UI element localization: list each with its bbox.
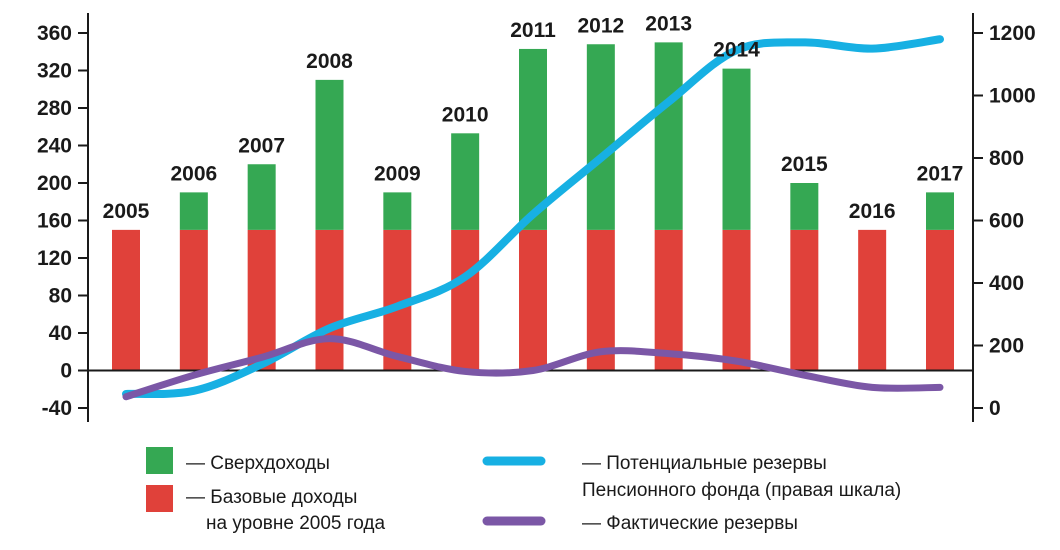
bar-base-2011 [519, 229, 547, 371]
year-label-2007: 2007 [238, 134, 285, 157]
legend-label-excess: — Сверхдоходы [186, 453, 330, 474]
bar-base-2008 [315, 229, 344, 371]
bar-base-2012 [586, 229, 615, 371]
bar-base-2015 [790, 229, 819, 371]
bar-excess-2013 [654, 42, 683, 230]
left-tick-label: 160 [37, 210, 72, 233]
lines-layer [122, 35, 944, 401]
legend-label-base-line1: — Базовые доходы [186, 487, 357, 508]
line-potential-reserves [122, 35, 944, 399]
left-tick-label: 280 [37, 97, 72, 120]
year-label-2016: 2016 [849, 200, 896, 223]
bar-excess-2009 [383, 192, 412, 230]
right-tick-label: 0 [989, 397, 1001, 420]
left-tick-label: 200 [37, 172, 72, 195]
year-label-2005: 2005 [103, 200, 150, 223]
year-label-2009: 2009 [374, 162, 421, 185]
bar-excess-2008 [315, 79, 344, 230]
left-tick-label: 80 [49, 285, 72, 308]
bar-excess-2012 [586, 44, 615, 230]
legend-label-potential-line2: Пенсионного фонда (правая шкала) [582, 480, 901, 501]
bar-base-2017 [926, 229, 954, 371]
left-tick-label: 360 [37, 22, 72, 45]
year-label-2014: 2014 [713, 39, 760, 62]
bar-excess-2006 [179, 192, 208, 230]
bar-excess-2014 [722, 68, 751, 230]
legend: — Сверхдоходы — Базовые доходы на уровне… [146, 447, 901, 534]
legend-label-base-line2: на уровне 2005 года [206, 513, 385, 534]
bar-excess-2015 [790, 183, 819, 230]
bar-base-2006 [179, 229, 208, 371]
right-tick-label: 1200 [989, 22, 1036, 45]
year-label-2011: 2011 [510, 19, 556, 42]
left-tick-label: 320 [37, 60, 72, 83]
left-tick-label: 0 [60, 360, 72, 383]
year-label-2008: 2008 [306, 50, 353, 73]
year-label-2006: 2006 [170, 162, 217, 185]
left-tick-label: 240 [37, 135, 72, 158]
right-tick-label: 800 [989, 147, 1024, 170]
bar-base-2010 [451, 229, 480, 371]
right-tick-label: 400 [989, 272, 1024, 295]
year-label-2010: 2010 [442, 103, 489, 126]
bar-base-2007 [247, 229, 276, 371]
bar-excess-2010 [451, 133, 480, 230]
bar-base-2016 [858, 229, 887, 371]
year-label-2017: 2017 [917, 162, 964, 185]
left-tick-label: 120 [37, 247, 72, 270]
legend-label-potential-line1: — Потенциальные резервы [582, 453, 827, 474]
bar-base-2014 [722, 229, 751, 371]
bar-base-2013 [654, 229, 683, 371]
bar-base-2005 [112, 229, 140, 371]
legend-swatch-base [146, 485, 173, 512]
legend-swatch-excess [146, 447, 173, 474]
right-tick-label: 600 [989, 210, 1024, 233]
bars-layer [112, 42, 954, 371]
left-tick-label: -40 [42, 397, 72, 420]
line-actual-reserves [122, 335, 944, 401]
bar-excess-2007 [247, 164, 276, 230]
bar-excess-2011 [519, 48, 547, 230]
bar-excess-2017 [926, 192, 954, 230]
right-tick-label: 200 [989, 335, 1024, 358]
left-tick-label: 40 [49, 322, 72, 345]
year-label-2012: 2012 [577, 14, 624, 37]
year-label-2015: 2015 [781, 153, 828, 176]
labels-layer: 2005 2006 2007 2008 2009 2010 2011 2012 2013 2014… [103, 12, 964, 223]
year-label-2013: 2013 [645, 12, 692, 35]
right-tick-label: 1000 [989, 85, 1036, 108]
legend-label-actual: — Фактические резервы [582, 513, 798, 534]
